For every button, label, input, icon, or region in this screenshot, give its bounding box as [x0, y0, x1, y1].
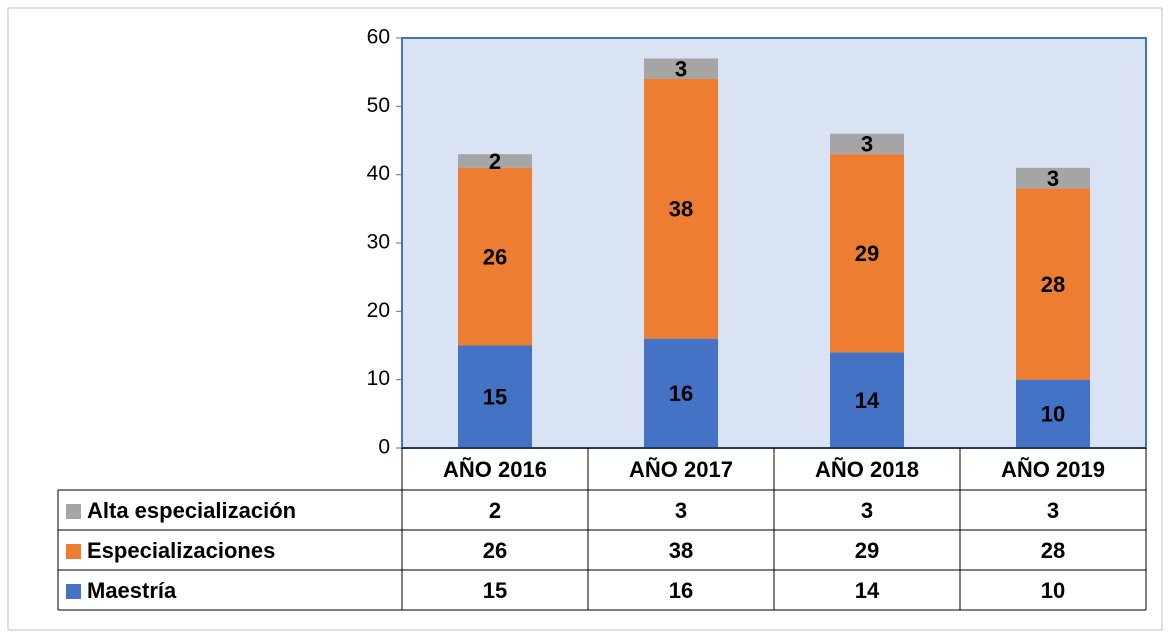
y-tick-label: 0	[378, 436, 390, 459]
table-value: 2	[489, 498, 501, 523]
x-tick-label: AÑO 2017	[629, 457, 733, 482]
legend-label: Maestría	[87, 578, 177, 603]
legend-swatch	[66, 504, 81, 519]
bar-segment	[830, 133, 904, 155]
data-label: 29	[855, 241, 879, 266]
y-tick-label: 50	[367, 94, 390, 117]
table-value: 10	[1041, 578, 1065, 603]
table-value: 3	[1047, 498, 1059, 523]
data-label: 26	[483, 244, 507, 269]
legend-label: Especializaciones	[87, 538, 275, 563]
y-tick-label: 30	[367, 231, 390, 254]
bar-segment	[644, 338, 718, 448]
bar-segment	[830, 154, 904, 353]
legend-swatch	[66, 544, 81, 559]
table-value: 38	[669, 538, 693, 563]
data-label: 3	[675, 57, 687, 82]
bar-segment	[458, 154, 532, 168]
data-label: 3	[861, 132, 873, 157]
x-tick-label: AÑO 2019	[1001, 457, 1105, 482]
data-label: 15	[483, 385, 507, 410]
data-label: 10	[1041, 402, 1065, 427]
data-label: 14	[855, 388, 880, 413]
bar-segment	[1016, 188, 1090, 380]
y-tick-label: 10	[367, 367, 390, 390]
x-tick-label: AÑO 2018	[815, 457, 919, 482]
y-tick-label: 20	[367, 299, 390, 322]
bar-segment	[1016, 379, 1090, 448]
legend-label: Alta especialización	[87, 498, 296, 523]
table-value: 3	[675, 498, 687, 523]
bar-segment	[458, 167, 532, 346]
table-value: 15	[483, 578, 507, 603]
data-label: 16	[669, 381, 693, 406]
table-value: 3	[861, 498, 873, 523]
bar-segment	[644, 58, 718, 79]
table-value: 26	[483, 538, 507, 563]
data-label: 2	[489, 149, 501, 174]
data-label: 3	[1047, 166, 1059, 191]
table-value: 29	[855, 538, 879, 563]
table-value: 28	[1041, 538, 1065, 563]
y-tick-label: 60	[367, 26, 390, 49]
table-value: 16	[669, 578, 693, 603]
bar-segment	[644, 79, 718, 339]
bar-segment	[830, 352, 904, 448]
y-tick-label: 40	[367, 162, 390, 185]
bar-segment	[1016, 167, 1090, 189]
data-label: 38	[669, 197, 693, 222]
table-value: 14	[855, 578, 880, 603]
data-label: 28	[1041, 272, 1065, 297]
bar-segment	[458, 345, 532, 448]
legend-swatch	[66, 584, 81, 599]
x-tick-label: AÑO 2016	[443, 457, 547, 482]
